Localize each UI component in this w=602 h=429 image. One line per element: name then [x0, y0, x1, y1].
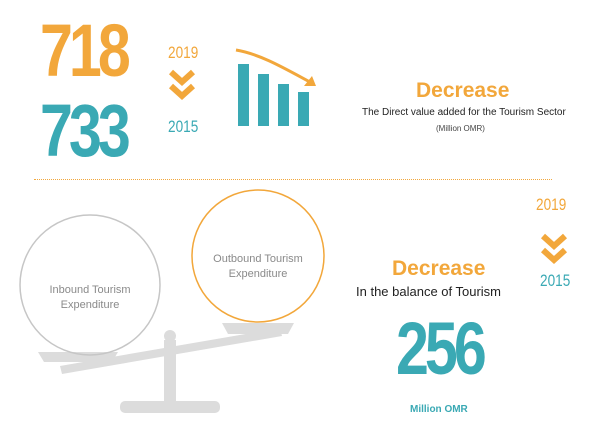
balance-value: 256: [396, 307, 487, 390]
year-2015-label: 2015: [168, 117, 199, 136]
top-decrease-headline: Decrease: [416, 79, 510, 102]
year-2015-label-bottom: 2015: [540, 271, 571, 290]
top-caption: The Direct value added for the Tourism S…: [362, 107, 566, 118]
value-2015: 733: [40, 89, 131, 172]
outbound-tourism-label: Outbound Tourism Expenditure: [213, 253, 303, 280]
top-unit: (Million OMR): [436, 124, 485, 133]
bottom-unit: Million OMR: [410, 404, 468, 415]
section-divider: [34, 179, 552, 180]
value-2019: 718: [40, 9, 131, 92]
inbound-tourism-label: Inbound Tourism Expenditure: [49, 284, 131, 311]
double-chevron-down-icon: [168, 69, 196, 101]
declining-bar-chart-icon: [235, 48, 316, 126]
year-2019-label: 2019: [168, 43, 199, 62]
bottom-decrease-headline: Decrease: [392, 257, 486, 280]
double-chevron-down-icon-bottom: [540, 233, 568, 265]
bottom-caption: In the balance of Tourism: [356, 284, 502, 299]
year-2019-label-bottom: 2019: [536, 195, 567, 214]
